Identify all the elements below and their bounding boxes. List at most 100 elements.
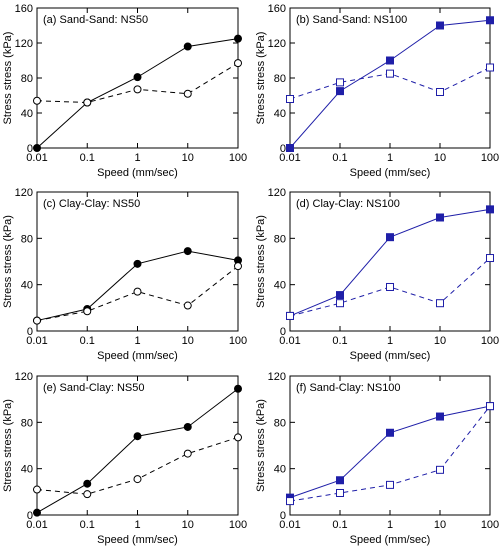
marker (234, 433, 242, 442)
y-tick-label: 0 (280, 326, 286, 338)
y-axis-label: Stress stress (kPa) (2, 399, 14, 492)
y-axis-label: Stress stress (kPa) (2, 32, 14, 125)
panel: 0.01 0.1 1 10 100 0 40 80 120 Speed (mm/sec) Stres… (255, 371, 499, 546)
y-tick-label: 80 (21, 417, 33, 429)
x-tick-label: 1 (387, 152, 393, 164)
marker (336, 476, 344, 485)
y-tick-label: 0 (27, 143, 33, 155)
x-axis-label: Speed (mm/sec) (350, 350, 431, 362)
x-tick-label: 0.01 (279, 519, 300, 531)
plot-frame (289, 7, 491, 149)
y-tick-label: 40 (21, 464, 33, 476)
y-tick-label: 160 (268, 3, 286, 15)
y-tick-label: 40 (21, 280, 33, 292)
marker (33, 485, 41, 494)
x-tick-label: 100 (481, 152, 499, 164)
y-tick-label: 40 (274, 464, 286, 476)
y-tick-label: 80 (274, 73, 286, 85)
y-tick-label: 80 (274, 233, 286, 245)
marker (486, 402, 494, 411)
x-tick-label: 0.1 (332, 152, 347, 164)
x-tick-label: 1 (134, 335, 140, 347)
marker (286, 144, 294, 152)
marker (33, 508, 41, 517)
marker (436, 465, 444, 474)
y-tick-label: 80 (21, 233, 33, 245)
marker (133, 259, 142, 268)
marker (234, 34, 242, 43)
marker (486, 63, 494, 72)
y-tick-label: 0 (280, 510, 286, 522)
plot-frame (289, 191, 491, 332)
x-tick-label: 10 (434, 152, 446, 164)
x-tick-label: 0.01 (26, 335, 47, 347)
marker (183, 301, 192, 310)
marker (183, 89, 192, 98)
marker (386, 233, 394, 242)
panel-title: (e) Sand-Clay: NS50 (43, 382, 145, 394)
marker (336, 87, 344, 96)
panel: 0.01 0.1 1 10 100 0 40 80 120 Speed (mm/sec) Stres… (255, 187, 499, 362)
x-axis-label: Speed (mm/sec) (97, 350, 178, 362)
marker (234, 262, 242, 271)
x-tick-label: 0.01 (279, 335, 300, 347)
y-axis-label: Stress stress (kPa) (255, 32, 267, 125)
marker (436, 412, 444, 421)
marker (133, 85, 142, 94)
y-axis-label: Stress stress (kPa) (255, 215, 267, 308)
panel-title: (a) Sand-Sand: NS50 (43, 14, 148, 26)
marker (486, 16, 494, 25)
marker (183, 422, 192, 431)
marker (386, 69, 394, 78)
marker (83, 479, 92, 488)
marker (83, 307, 92, 316)
marker (436, 299, 444, 308)
x-tick-label: 1 (134, 152, 140, 164)
panel: 0.01 0.1 1 10 100 0 40 80 120 Speed (mm/sec) Stres… (2, 187, 247, 362)
x-tick-label: 100 (481, 335, 499, 347)
marker (486, 205, 494, 214)
marker (133, 73, 142, 82)
marker (386, 480, 394, 489)
marker (286, 95, 294, 103)
panel-title: (d) Clay-Clay: NS100 (296, 198, 400, 210)
x-axis-label: Speed (mm/sec) (350, 534, 431, 546)
y-tick-label: 0 (280, 143, 286, 155)
x-tick-label: 1 (387, 519, 393, 531)
marker (386, 282, 394, 291)
x-tick-label: 0.1 (80, 152, 95, 164)
marker (336, 291, 344, 300)
y-tick-label: 120 (15, 187, 33, 199)
x-tick-label: 10 (434, 335, 446, 347)
y-tick-label: 120 (268, 187, 286, 199)
marker (133, 287, 142, 296)
y-tick-label: 0 (27, 326, 33, 338)
marker (436, 88, 444, 96)
marker (83, 98, 92, 107)
marker (133, 475, 142, 484)
x-axis-label: Speed (mm/sec) (350, 167, 431, 179)
plot-frame (36, 375, 239, 516)
x-tick-label: 100 (481, 519, 499, 531)
x-tick-label: 0.1 (332, 519, 347, 531)
y-tick-label: 80 (274, 417, 286, 429)
marker (183, 449, 192, 458)
x-tick-label: 0.01 (26, 152, 47, 164)
series-line (36, 388, 239, 514)
marker (386, 56, 394, 65)
x-tick-label: 10 (182, 335, 194, 347)
x-tick-label: 100 (229, 152, 247, 164)
panel: 0.01 0.1 1 10 100 0 40 80 120 160 Speed (mm/sec) St… (255, 3, 499, 179)
x-tick-label: 1 (387, 335, 393, 347)
marker (33, 316, 41, 325)
marker (336, 488, 344, 497)
marker (436, 21, 444, 30)
panel-title: (f) Sand-Clay: NS100 (296, 382, 401, 394)
series-line (289, 208, 491, 317)
x-tick-label: 10 (182, 152, 194, 164)
marker (83, 490, 92, 499)
marker (286, 497, 294, 506)
y-tick-label: 120 (15, 371, 33, 383)
y-tick-label: 120 (268, 38, 286, 50)
y-tick-label: 40 (274, 108, 286, 120)
